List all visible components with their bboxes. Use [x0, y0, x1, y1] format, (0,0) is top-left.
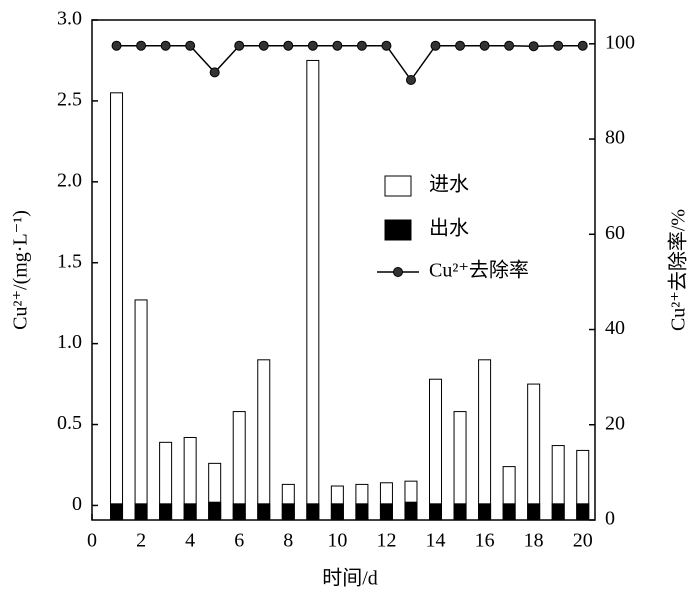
bar: [576, 503, 590, 521]
marker: [234, 40, 245, 51]
bar: [330, 503, 344, 521]
bar: [183, 503, 197, 521]
bar: [110, 92, 124, 521]
x-tick-label: 18: [524, 530, 544, 552]
y-tick-label: 2.5: [57, 88, 82, 110]
marker: [405, 75, 416, 85]
legend-label: 进水: [429, 173, 469, 196]
x-tick-label: 2: [136, 530, 146, 552]
marker: [136, 40, 147, 51]
bar: [306, 59, 320, 521]
y-tick-label: 1.5: [57, 250, 82, 272]
bar: [429, 378, 443, 521]
marker: [258, 40, 269, 51]
marker: [185, 40, 196, 51]
bar: [429, 503, 443, 521]
marker: [577, 40, 588, 51]
x-tick-label: 8: [283, 530, 293, 552]
x-tick-label: 4: [185, 530, 195, 552]
marker: [504, 40, 515, 51]
bar: [453, 503, 467, 521]
bar: [134, 299, 148, 521]
bar: [404, 501, 418, 521]
marker: [283, 40, 294, 51]
marker: [209, 67, 220, 78]
y-axis-label: Cu²⁺/(mg·L⁻¹): [10, 210, 32, 330]
bar: [257, 503, 271, 521]
bar: [551, 503, 565, 521]
bar: [478, 503, 492, 521]
y2-axis-label: Cu²⁺去除率/%: [667, 209, 690, 331]
bar: [208, 501, 222, 521]
x-tick-label: 20: [573, 530, 593, 552]
y-tick-label: 2.0: [57, 169, 82, 191]
x-tick-label: 10: [327, 530, 347, 552]
x-tick-label: 6: [234, 530, 244, 552]
y2-tick-label: 40: [605, 317, 625, 339]
legend-label: 出水: [429, 217, 469, 240]
bar: [306, 503, 320, 521]
bar: [110, 503, 124, 521]
y-tick-label: 0.5: [57, 412, 82, 434]
bar: [257, 359, 271, 521]
marker: [307, 40, 318, 51]
bar: [159, 503, 173, 521]
marker: [455, 40, 466, 51]
y2-tick-label: 100: [605, 31, 635, 53]
y-tick-label: 0: [72, 493, 82, 515]
bar: [478, 359, 492, 521]
marker: [553, 40, 564, 51]
x-tick-label: 14: [426, 530, 446, 552]
legend-swatch: [384, 219, 412, 241]
legend-label: Cu²⁺去除率: [429, 259, 529, 282]
y2-tick-label: 20: [605, 412, 625, 434]
x-tick-label: 12: [376, 530, 396, 552]
x-tick-label: 16: [475, 530, 495, 552]
bar: [527, 503, 541, 521]
marker: [111, 40, 122, 51]
y2-tick-label: 60: [605, 222, 625, 244]
marker: [356, 40, 367, 51]
legend-swatch: [384, 175, 412, 197]
marker: [332, 40, 343, 51]
marker: [430, 40, 441, 51]
y2-tick-label: 80: [605, 127, 625, 149]
bar: [355, 503, 369, 521]
y2-tick-label: 0: [605, 508, 615, 530]
x-axis-label: 时间/d: [322, 567, 378, 590]
bar: [134, 503, 148, 521]
bar: [232, 503, 246, 521]
line: [116, 44, 583, 82]
legend-marker: [393, 267, 403, 277]
bar: [527, 383, 541, 521]
y-tick-label: 1.0: [57, 331, 82, 353]
marker: [479, 40, 490, 51]
marker: [381, 40, 392, 51]
x-tick-label: 0: [87, 530, 97, 552]
bar: [502, 503, 516, 521]
marker: [528, 41, 539, 52]
bar: [379, 503, 393, 521]
marker: [160, 40, 171, 51]
bar: [281, 503, 295, 521]
y-tick-label: 3.0: [57, 8, 82, 30]
